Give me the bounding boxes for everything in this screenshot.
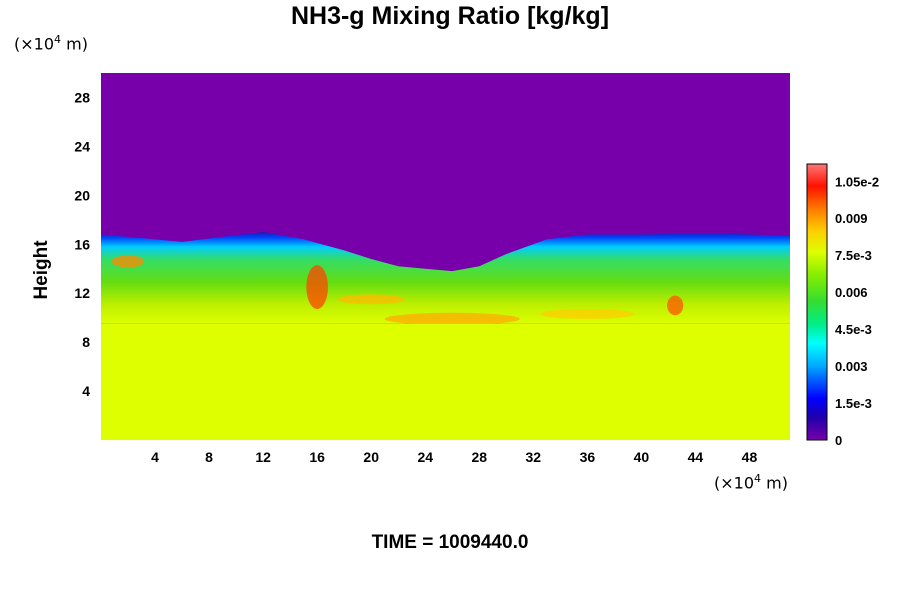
lower-uniform-region — [101, 323, 790, 440]
colorbar-tick-label: 7.5e-3 — [835, 248, 872, 263]
high-value-patch — [111, 255, 145, 268]
x-tick-label: 12 — [255, 449, 271, 465]
transition-region — [101, 232, 790, 324]
colorbar — [806, 163, 828, 441]
high-value-patch — [337, 294, 405, 305]
high-value-patch — [667, 295, 684, 316]
colorbar-tick-label: 0.003 — [835, 359, 868, 374]
y-tick-label: 28 — [74, 89, 90, 105]
colorbar-tick-label: 4.5e-3 — [835, 322, 872, 337]
x-tick-label: 36 — [580, 449, 596, 465]
y-tick-label: 24 — [74, 138, 90, 154]
colorbar-tick-label: 1.05e-2 — [835, 174, 879, 189]
y-tick-label: 20 — [74, 187, 90, 203]
x-tick-label: 4 — [151, 449, 159, 465]
time-label: TIME = 1009440.0 — [371, 532, 529, 553]
y-tick-label: 4 — [82, 383, 90, 399]
high-value-patch — [306, 265, 328, 310]
y-tick-label: 8 — [82, 334, 90, 350]
x-tick-label: 24 — [417, 449, 433, 465]
chart-title: NH3-g Mixing Ratio [kg/kg] — [290, 2, 610, 30]
colorbar-tick-label: 0.006 — [835, 285, 868, 300]
x-tick-label: 28 — [471, 449, 487, 465]
high-value-patch — [384, 312, 520, 326]
x-unit-label: (×104 m) — [714, 472, 788, 493]
y-tick-label: 16 — [74, 236, 90, 252]
colorbar-tick-label: 1.5e-3 — [835, 396, 872, 411]
x-tick-label: 40 — [634, 449, 650, 465]
y-unit-label: (×104 m) — [14, 33, 88, 54]
colorbar-tick-label: 0 — [835, 433, 842, 448]
x-tick-label: 32 — [526, 449, 542, 465]
high-value-patch — [540, 309, 635, 319]
colorbar-tick-label: 0.009 — [835, 211, 868, 226]
x-tick-label: 16 — [309, 449, 325, 465]
x-tick-label: 20 — [363, 449, 379, 465]
x-tick-label: 8 — [205, 449, 213, 465]
x-tick-label: 48 — [742, 449, 758, 465]
y-tick-label: 12 — [74, 285, 90, 301]
x-tick-label: 44 — [688, 449, 704, 465]
